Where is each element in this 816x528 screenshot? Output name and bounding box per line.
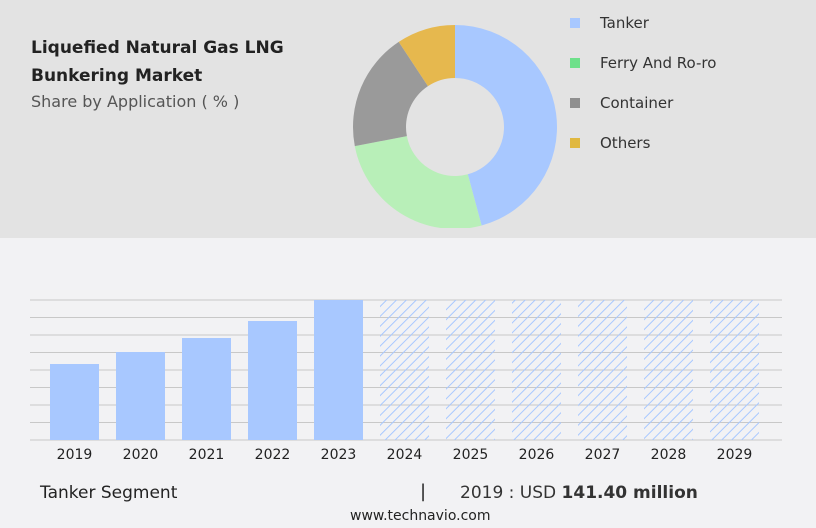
bar-2020 <box>116 352 165 440</box>
segment-label: Tanker Segment <box>40 483 178 503</box>
legend-swatch <box>570 58 580 68</box>
x-tick-label: 2022 <box>255 447 291 463</box>
legend-item: Ferry And Ro-ro <box>570 54 716 72</box>
x-tick-label: 2019 <box>57 447 93 463</box>
legend-label: Ferry And Ro-ro <box>600 54 717 72</box>
donut-slice-ferry-and-ro-ro <box>354 136 482 230</box>
forecast-bar-2027 <box>578 300 627 440</box>
forecast-bar-2029 <box>710 300 759 440</box>
donut-slice-others <box>398 25 455 87</box>
legend-item: Tanker <box>570 14 649 32</box>
x-tick-label: 2020 <box>123 447 159 463</box>
x-tick-label: 2028 <box>651 447 687 463</box>
chart-subtitle: Share by Application ( % ) <box>31 92 240 111</box>
segment-value: 2019 : USD 141.40 million <box>460 483 698 503</box>
forecast-bar-2024 <box>380 300 429 440</box>
separator: | <box>420 481 427 502</box>
bar-2019 <box>50 364 99 440</box>
donut-chart <box>340 25 570 235</box>
legend-label: Others <box>600 134 651 152</box>
bar-2021 <box>182 337 231 440</box>
legend-label: Container <box>600 94 674 112</box>
legend-item: Container <box>570 94 673 112</box>
forecast-bar-2028 <box>644 300 693 440</box>
x-tick-label: 2025 <box>453 447 489 463</box>
website-link[interactable]: www.technavio.com <box>350 508 491 524</box>
x-tick-label: 2027 <box>585 447 621 463</box>
x-tick-label: 2029 <box>717 447 753 463</box>
legend-item: Others <box>570 134 650 152</box>
legend-swatch <box>570 98 580 108</box>
legend-label: Tanker <box>600 14 649 32</box>
x-tick-label: 2023 <box>321 447 357 463</box>
bar-chart: 2019 2020 2021 2022 2023 2024 2025 2026 2027 2028… <box>30 299 782 463</box>
donut-slice-tanker <box>455 25 558 226</box>
legend-swatch <box>570 18 580 28</box>
bar-2023 <box>314 300 363 440</box>
forecast-bar-2025 <box>446 300 495 440</box>
chart-title: Liquefied Natural Gas LNG Bunkering Mark… <box>31 38 284 86</box>
x-tick-label: 2026 <box>519 447 555 463</box>
x-tick-label: 2024 <box>387 447 423 463</box>
legend-swatch <box>570 138 580 148</box>
x-tick-label: 2021 <box>189 447 225 463</box>
donut-slice-container <box>353 41 428 147</box>
forecast-bar-2026 <box>512 300 561 440</box>
value-prefix: 2019 : USD <box>460 483 562 503</box>
bar-2022 <box>248 321 297 440</box>
value-amount: 141.40 million <box>561 483 698 503</box>
